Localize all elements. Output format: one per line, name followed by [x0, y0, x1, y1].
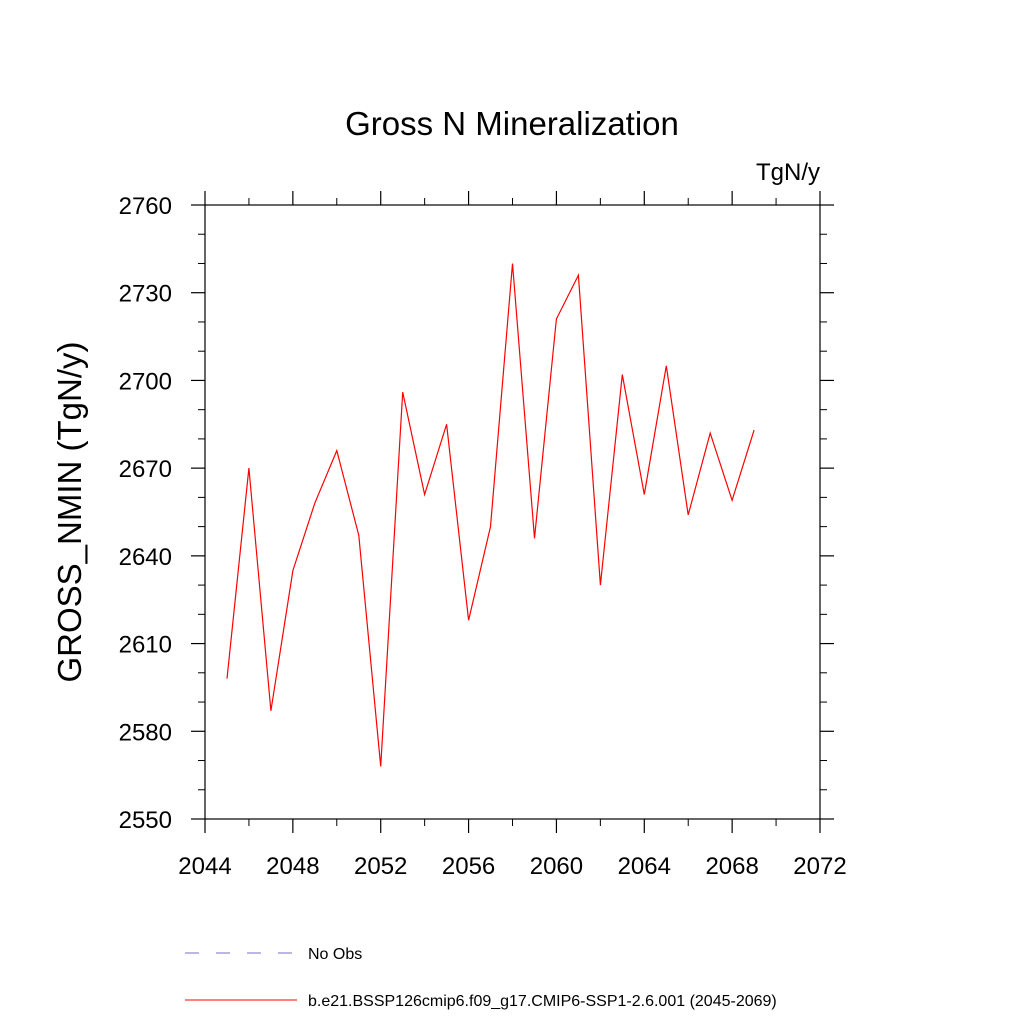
y-tick-label: 2700 [119, 368, 172, 395]
x-tick-label: 2060 [530, 853, 583, 880]
plot-area-frame [204, 204, 821, 820]
y-tick-label: 2730 [119, 281, 172, 308]
x-tick-label: 2064 [618, 853, 671, 880]
x-tick-label: 2044 [178, 853, 231, 880]
legend-label: b.e21.BSSP126cmip6.f09_g17.CMIP6-SSP1-2.… [308, 993, 777, 1010]
x-tick-label: 2068 [705, 853, 758, 880]
y-tick-label: 2640 [119, 544, 172, 571]
legend-label: No Obs [308, 946, 362, 963]
x-tick-label: 2052 [354, 853, 407, 880]
series-group [226, 263, 755, 767]
axes: 2044 2048 2052 2056 2060 2064 2068 2072 2550 2580… [119, 191, 847, 880]
y-tick-label: 2760 [119, 193, 172, 220]
x-tick-label: 2056 [442, 853, 495, 880]
legend: No Obs b.e21.BSSP126cmip6.f09_g17.CMIP6-S… [185, 946, 777, 1010]
y-axis-label: GROSS_NMIN (TgN/y) [51, 341, 88, 682]
x-tick-label: 2048 [266, 853, 319, 880]
units-label: TgN/y [756, 159, 820, 186]
series-line [226, 263, 755, 767]
y-tick-label: 2610 [119, 632, 172, 659]
chart-title: Gross N Mineralization [345, 105, 679, 142]
y-tick-label: 2670 [119, 456, 172, 483]
x-tick-label: 2072 [793, 853, 846, 880]
y-tick-label: 2580 [119, 719, 172, 746]
y-tick-label: 2550 [119, 807, 172, 834]
